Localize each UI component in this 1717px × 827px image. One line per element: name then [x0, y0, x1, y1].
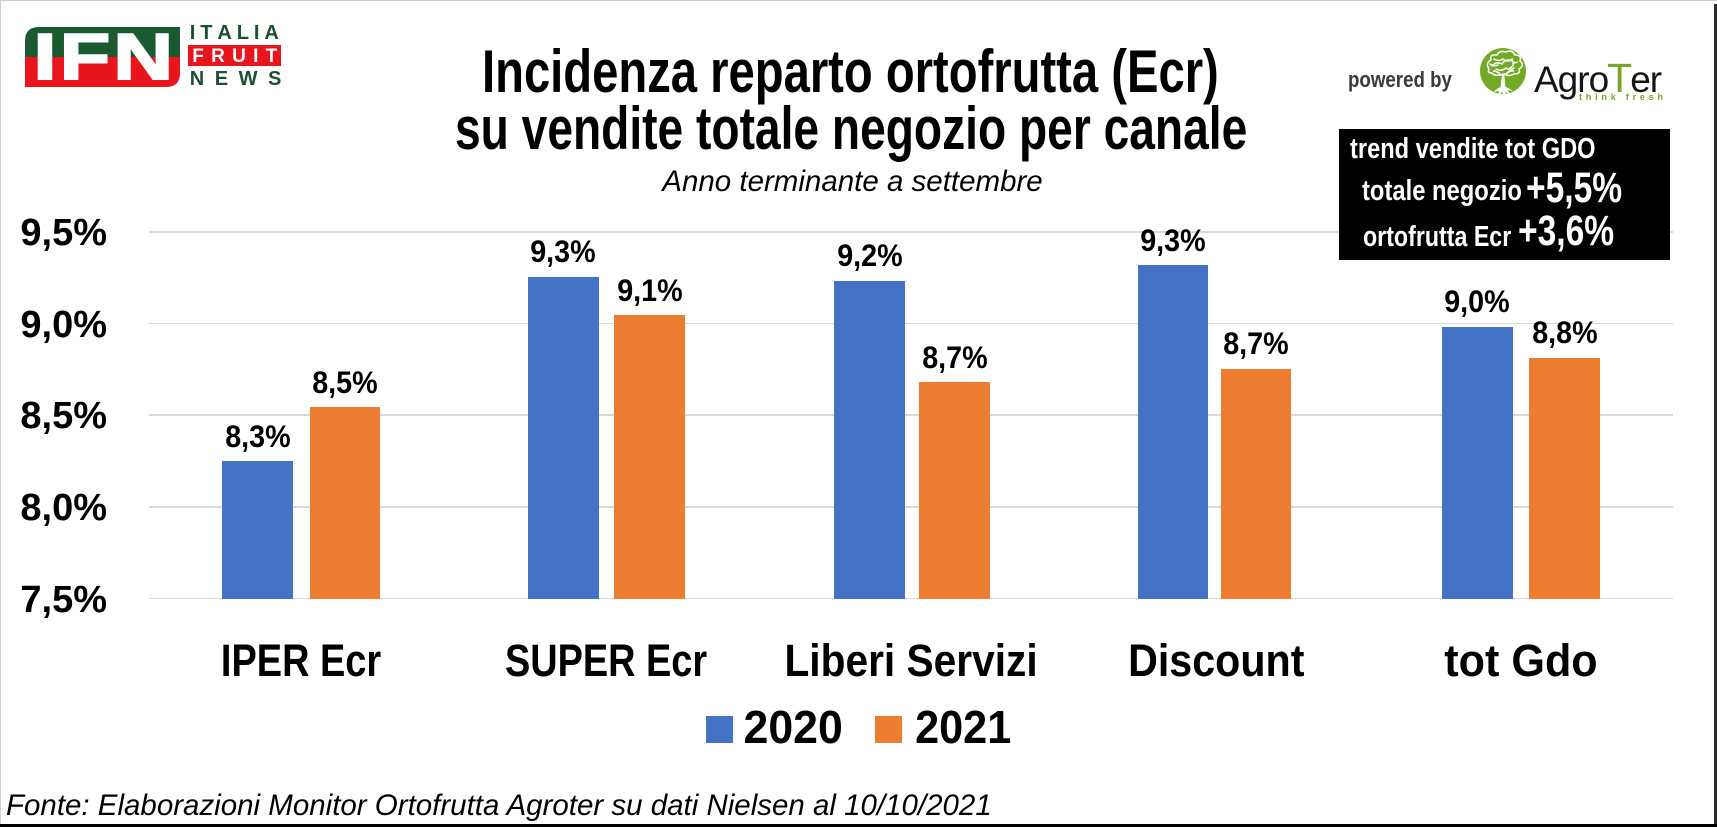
svg-text:IFN: IFN: [33, 27, 173, 87]
